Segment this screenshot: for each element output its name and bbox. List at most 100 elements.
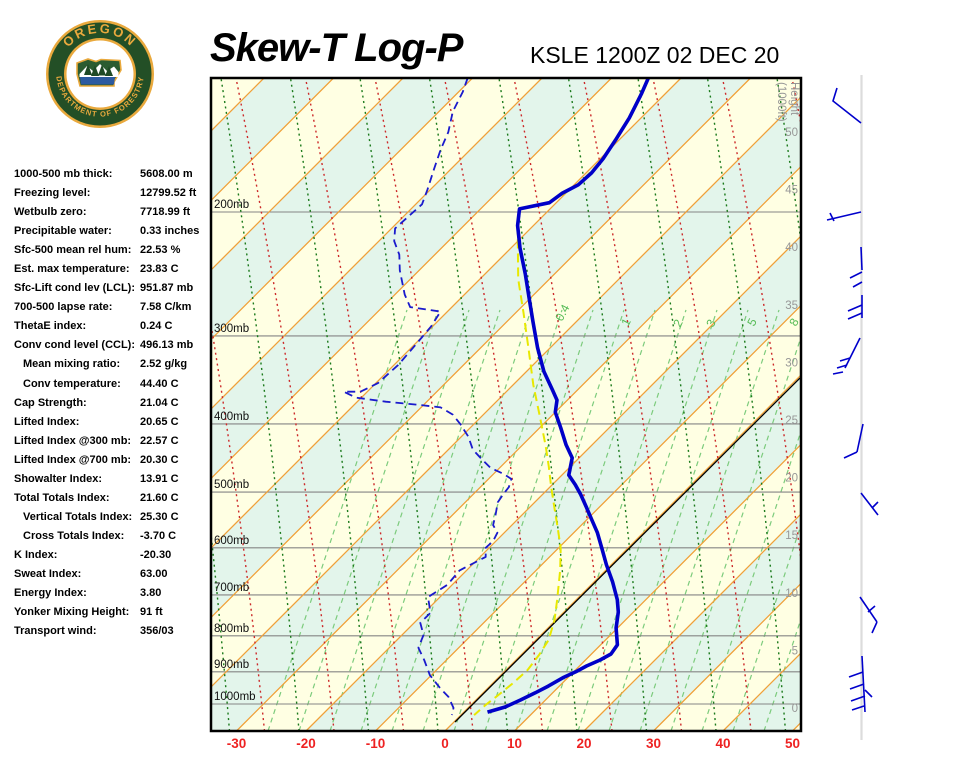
chart-border (209, 76, 803, 733)
index-label: Sfc-Lift cond lev (LCL): (14, 282, 135, 295)
index-row: Freezing level: 12799.52 ft (14, 187, 210, 206)
index-row: Wetbulb zero: 7718.99 ft (14, 206, 210, 225)
index-row: Showalter Index: 13.91 C (14, 473, 210, 492)
index-value: 21.60 C (140, 491, 179, 504)
index-value: 20.30 C (140, 453, 179, 466)
index-value: 22.57 C (140, 434, 179, 447)
moist-adiabats (211, 78, 801, 731)
index-label: Est. max temperature: (14, 263, 130, 276)
index-value: 22.53 % (140, 244, 181, 257)
parcel-reference-line (454, 377, 801, 723)
svg-text:600mb: 600mb (214, 535, 249, 547)
index-row: K Index: -20.30 (14, 549, 210, 568)
wind-barb (860, 492, 879, 516)
index-row: Mean mixing ratio: 2.52 g/kg (14, 358, 210, 377)
index-value: 2.52 g/kg (140, 358, 188, 371)
index-row: Lifted Index @700 mb: 20.30 C (14, 454, 210, 473)
index-row: Est. max temperature: 23.83 C (14, 263, 210, 282)
index-value: 21.04 C (140, 396, 179, 409)
wind-barb (847, 312, 863, 320)
wind-barb (849, 271, 863, 279)
wind-barb (844, 337, 861, 369)
index-label: Precipitable water: (14, 225, 112, 238)
svg-text:300mb: 300mb (214, 323, 249, 335)
index-label: Total Totals Index: (14, 491, 110, 504)
index-label: Cap Strength: (14, 396, 87, 409)
index-value: 13.91 C (140, 472, 179, 485)
index-label: Freezing level: (14, 187, 91, 200)
isobars (211, 211, 801, 705)
svg-text:20: 20 (576, 736, 591, 751)
svg-text:700mb: 700mb (214, 582, 249, 594)
index-label: Energy Index: (14, 587, 87, 600)
index-value: 25.30 C (140, 510, 179, 523)
index-row: Precipitable water: 0.33 inches (14, 225, 210, 244)
index-label: Cross Totals Index: (23, 529, 125, 542)
svg-text:50: 50 (785, 736, 800, 751)
index-row: Conv temperature: 44.40 C (14, 378, 210, 397)
wind-barb (856, 423, 864, 453)
index-label: Sweat Index: (14, 567, 82, 580)
svg-text:800mb: 800mb (214, 623, 249, 635)
dewpoint-trace (342, 78, 513, 716)
wind-barbs (826, 87, 879, 713)
svg-text:900mb: 900mb (214, 659, 249, 671)
temperature-trace (486, 78, 651, 714)
wind-barb (847, 304, 863, 312)
index-row: Energy Index: 3.80 (14, 587, 210, 606)
water (80, 77, 115, 85)
svg-text:20: 20 (785, 473, 798, 485)
svg-text:30: 30 (646, 736, 661, 751)
svg-text:15: 15 (785, 530, 798, 542)
index-row: Lifted Index @300 mb: 22.57 C (14, 435, 210, 454)
svg-text:-30: -30 (227, 736, 247, 751)
index-label: Lifted Index @700 mb: (14, 453, 132, 466)
wind-barb (849, 683, 865, 690)
index-row: Total Totals Index: 21.60 C (14, 492, 210, 511)
odf-logo: OREGON DEPARTMENT OF FORESTRY (46, 20, 154, 128)
index-label: 1000-500 mb thick: (14, 168, 113, 180)
index-value: 0.33 inches (140, 225, 200, 238)
index-value: 63.00 (140, 567, 168, 580)
svg-text:45: 45 (785, 185, 798, 197)
wind-barb (843, 451, 858, 459)
index-row: Cross Totals Index: -3.70 C (14, 530, 210, 549)
index-row: Sfc-Lift cond lev (LCL): 951.87 mb (14, 282, 210, 301)
wind-barb (832, 87, 862, 124)
wind-barb (836, 364, 848, 369)
index-value: -3.70 C (140, 529, 177, 542)
index-label: Mean mixing ratio: (23, 358, 121, 371)
page-title: Skew-T Log-P (210, 26, 463, 70)
svg-text:500mb: 500mb (214, 479, 249, 491)
svg-text:10: 10 (785, 588, 798, 600)
index-label: Showalter Index: (14, 472, 103, 485)
index-row: Conv cond level (CCL): 496.13 mb (14, 339, 210, 358)
index-label: Transport wind: (14, 625, 97, 638)
station-time: KSLE 1200Z 02 DEC 20 (530, 42, 780, 68)
indices-panel: 1000-500 mb thick: 5608.00 m Freezing leve… (14, 168, 210, 644)
index-row: ThetaE index: 0.24 C (14, 320, 210, 339)
index-row: Sweat Index: 63.00 (14, 568, 210, 587)
wind-barb (859, 596, 878, 623)
wind-barb (871, 621, 878, 634)
wind-barb (860, 246, 863, 271)
x-axis-labels: -30 -20 -10 0 10 20 30 40 50 (227, 736, 800, 751)
index-value: 3.80 (140, 587, 162, 600)
index-value: 12799.52 ft (140, 187, 197, 200)
svg-text:40: 40 (785, 242, 798, 254)
svg-text:25: 25 (785, 415, 798, 427)
index-value: -20.30 (140, 548, 172, 561)
wind-barb (832, 371, 844, 375)
index-label: ThetaE index: (14, 320, 87, 333)
index-value: 356/03 (140, 625, 174, 638)
svg-text:35: 35 (785, 300, 798, 312)
index-row: Yonker Mixing Height: 91 ft (14, 606, 210, 625)
height-axis-title: Height (788, 82, 800, 116)
index-value: 23.83 C (140, 263, 179, 276)
svg-text:400mb: 400mb (214, 411, 249, 423)
svg-text:10: 10 (507, 736, 522, 751)
wind-barb (848, 671, 864, 678)
